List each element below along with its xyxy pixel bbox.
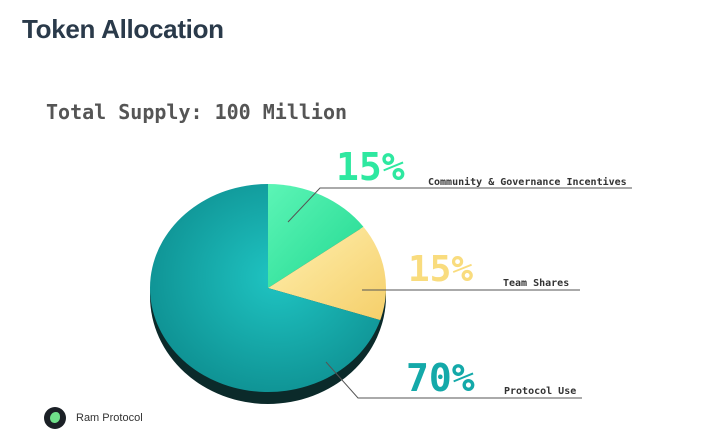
leader-line [287, 187, 632, 223]
slice-percent-label: 70% [406, 356, 475, 400]
slice-percent-label: 15% [336, 145, 405, 189]
footer: Ram Protocol [44, 405, 143, 431]
chart-title: Total Supply: 100 Million [46, 100, 347, 124]
page-title: Token Allocation [22, 14, 224, 44]
pie-slice-protocol [149, 184, 381, 392]
slice-category-label: Team Shares [503, 278, 569, 289]
slice-category-label: Protocol Use [504, 386, 576, 397]
slice-category-label: Community & Governance Incentives [428, 176, 627, 188]
pie-slice-team [268, 226, 386, 321]
slice-percent-label: 15% [408, 249, 473, 290]
leader-line [325, 361, 582, 399]
brand-name: Ram Protocol [76, 412, 143, 424]
ram-protocol-logo-icon [44, 407, 66, 429]
pie-slice-community [268, 184, 364, 288]
